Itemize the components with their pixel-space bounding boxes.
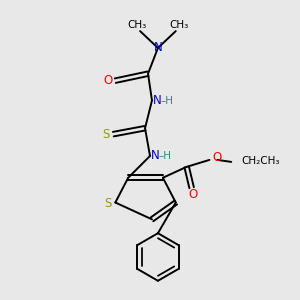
Text: CH₂CH₃: CH₂CH₃ <box>241 156 280 166</box>
Text: –H: –H <box>161 96 174 106</box>
Text: N: N <box>153 94 162 107</box>
Text: CH₃: CH₃ <box>169 20 188 30</box>
Text: –H: –H <box>159 152 172 161</box>
Text: S: S <box>105 197 112 210</box>
Text: O: O <box>212 152 222 164</box>
Text: N: N <box>154 41 162 55</box>
Text: O: O <box>104 74 113 87</box>
Text: CH₃: CH₃ <box>128 20 147 30</box>
Text: S: S <box>103 128 110 141</box>
Text: O: O <box>188 188 197 201</box>
Text: N: N <box>151 149 160 162</box>
